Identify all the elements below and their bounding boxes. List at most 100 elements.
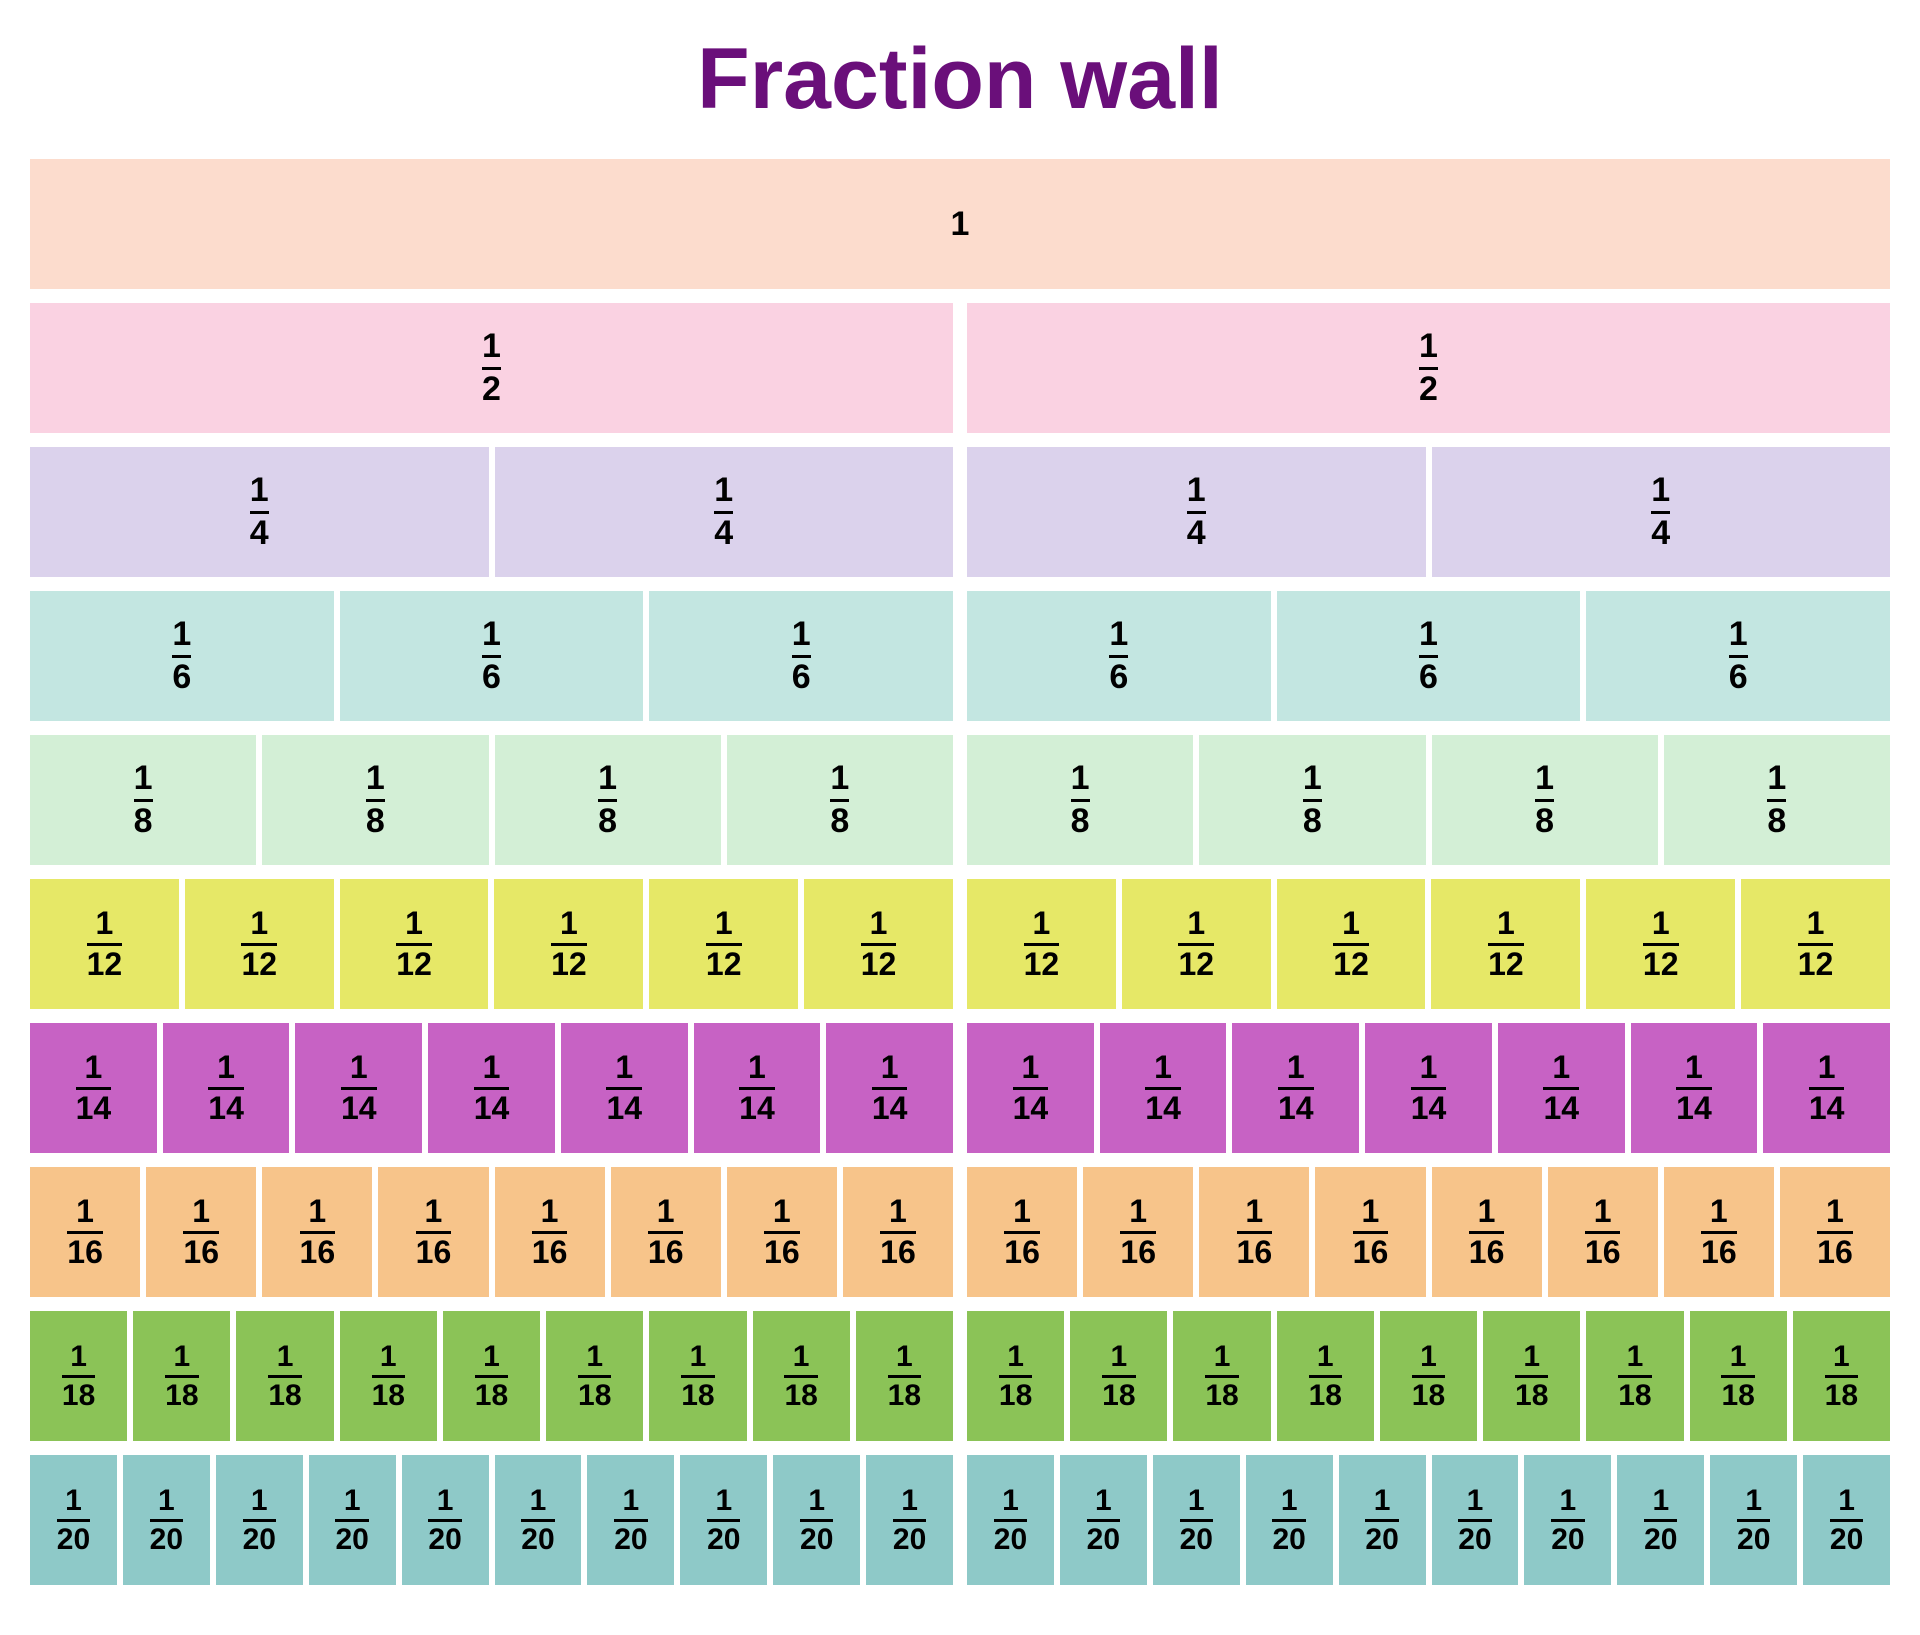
- fraction-label: 14: [1651, 473, 1670, 551]
- fraction-label: 14: [1187, 473, 1206, 551]
- fraction-label: 112: [241, 907, 277, 981]
- fraction-cell: 120: [30, 1455, 117, 1585]
- fraction-label: 116: [1817, 1195, 1853, 1269]
- fraction-label: 118: [372, 1341, 405, 1411]
- fraction-label: 120: [1737, 1485, 1770, 1555]
- fraction-label: 120: [707, 1485, 740, 1555]
- fraction-label: 114: [1145, 1051, 1181, 1125]
- fraction-label: 18: [1303, 761, 1322, 839]
- fraction-cell: 118: [967, 1311, 1064, 1441]
- fraction-label: 118: [62, 1341, 95, 1411]
- fraction-label: 114: [1013, 1051, 1049, 1125]
- fraction-half: 112112112112112112: [967, 879, 1890, 1009]
- fraction-cell: 112: [1741, 879, 1890, 1009]
- fraction-cell: 118: [1380, 1311, 1477, 1441]
- fraction-cell: 114: [1232, 1023, 1359, 1153]
- fraction-half: 14 14: [967, 447, 1890, 577]
- fraction-cell: 120: [1524, 1455, 1611, 1585]
- fraction-label: 114: [341, 1051, 377, 1125]
- fraction-cell: 14: [1432, 447, 1891, 577]
- fraction-label: 112: [1798, 907, 1834, 981]
- fraction-label: 116: [1120, 1195, 1156, 1269]
- fraction-label: 12: [482, 329, 501, 407]
- fraction-cell: 18: [30, 735, 256, 865]
- fraction-row-1-4: 14141414: [30, 447, 1890, 577]
- page-title: Fraction wall: [30, 30, 1890, 129]
- fraction-label: 114: [474, 1051, 510, 1125]
- fraction-label: 118: [1412, 1341, 1445, 1411]
- fraction-cell: 112: [1431, 879, 1580, 1009]
- fraction-label: 118: [475, 1341, 508, 1411]
- page: Fraction wall 11212141414141616161616161…: [0, 0, 1920, 1635]
- fraction-row-1-20: 1201201201201201201201201201201201201201…: [30, 1455, 1890, 1585]
- fraction-label: 114: [872, 1051, 908, 1125]
- fraction-half: 114114114114114114114: [30, 1023, 953, 1153]
- fraction-label: 114: [1411, 1051, 1447, 1125]
- fraction-cell: 112: [649, 879, 798, 1009]
- fraction-row-1-18: 1181181181181181181181181181181181181181…: [30, 1311, 1890, 1441]
- fraction-cell: 12: [967, 303, 1890, 433]
- fraction-label: 118: [1721, 1341, 1754, 1411]
- fraction-label: 116: [1585, 1195, 1621, 1269]
- fraction-half: 118118118118118118118118118: [967, 1311, 1890, 1441]
- fraction-cell: 114: [30, 1023, 157, 1153]
- fraction-cell: 114: [1631, 1023, 1758, 1153]
- fraction-cell: 118: [30, 1311, 127, 1441]
- fraction-label: 120: [893, 1485, 926, 1555]
- fraction-half: 161616: [30, 591, 953, 721]
- fraction-label: 120: [1644, 1485, 1677, 1555]
- fraction-label: 18: [1535, 761, 1554, 839]
- fraction-cell: 1: [30, 159, 1890, 289]
- fraction-cell: 120: [216, 1455, 303, 1585]
- fraction-cell: 16: [1586, 591, 1890, 721]
- fraction-row-1-2: 12 12: [30, 303, 1890, 433]
- fraction-label: 114: [1543, 1051, 1579, 1125]
- fraction-label: 116: [1237, 1195, 1273, 1269]
- fraction-half: 18181818: [967, 735, 1890, 865]
- fraction-label: 114: [1809, 1051, 1845, 1125]
- fraction-label: 118: [1309, 1341, 1342, 1411]
- fraction-cell: 16: [967, 591, 1271, 721]
- fraction-cell: 120: [123, 1455, 210, 1585]
- fraction-label: 18: [830, 761, 849, 839]
- fraction-half: 114 114 114 114 114 114 114: [967, 1023, 1890, 1153]
- fraction-label: 112: [551, 907, 587, 981]
- fraction-cell: 118: [856, 1311, 953, 1441]
- fraction-label: 18: [366, 761, 385, 839]
- fraction-cell: 118: [546, 1311, 643, 1441]
- fraction-cell: 114: [826, 1023, 953, 1153]
- fraction-cell: 116: [146, 1167, 256, 1297]
- fraction-cell: 114: [428, 1023, 555, 1153]
- fraction-cell: 120: [309, 1455, 396, 1585]
- fraction-label: 120: [150, 1485, 183, 1555]
- fraction-label: 116: [1469, 1195, 1505, 1269]
- fraction-label: 120: [57, 1485, 90, 1555]
- fraction-cell: 118: [443, 1311, 540, 1441]
- fraction-half: 18 18 18 18: [30, 735, 953, 865]
- fraction-cell: 114: [967, 1023, 1094, 1153]
- fraction-label: 116: [416, 1195, 452, 1269]
- fraction-label: 118: [1102, 1341, 1135, 1411]
- fraction-cell: 12: [30, 303, 953, 433]
- fraction-label: 14: [250, 473, 269, 551]
- fraction-cell: 116: [1780, 1167, 1890, 1297]
- fraction-cell: 18: [495, 735, 721, 865]
- fraction-half: 112112112112112112: [30, 879, 953, 1009]
- fraction-cell: 114: [163, 1023, 290, 1153]
- fraction-label: 114: [1676, 1051, 1712, 1125]
- fraction-label: 114: [739, 1051, 775, 1125]
- fraction-cell: 116: [262, 1167, 372, 1297]
- fraction-cell: 120: [495, 1455, 582, 1585]
- fraction-label: 118: [578, 1341, 611, 1411]
- fraction-cell: 112: [1586, 879, 1735, 1009]
- fraction-cell: 116: [1548, 1167, 1658, 1297]
- fraction-cell: 118: [133, 1311, 230, 1441]
- fraction-label: 120: [243, 1485, 276, 1555]
- fraction-label: 120: [1365, 1485, 1398, 1555]
- fraction-label: 120: [1458, 1485, 1491, 1555]
- fraction-cell: 18: [1432, 735, 1658, 865]
- fraction-cell: 116: [495, 1167, 605, 1297]
- fraction-cell: 112: [1122, 879, 1271, 1009]
- fraction-label: 118: [784, 1341, 817, 1411]
- fraction-cell: 116: [1199, 1167, 1309, 1297]
